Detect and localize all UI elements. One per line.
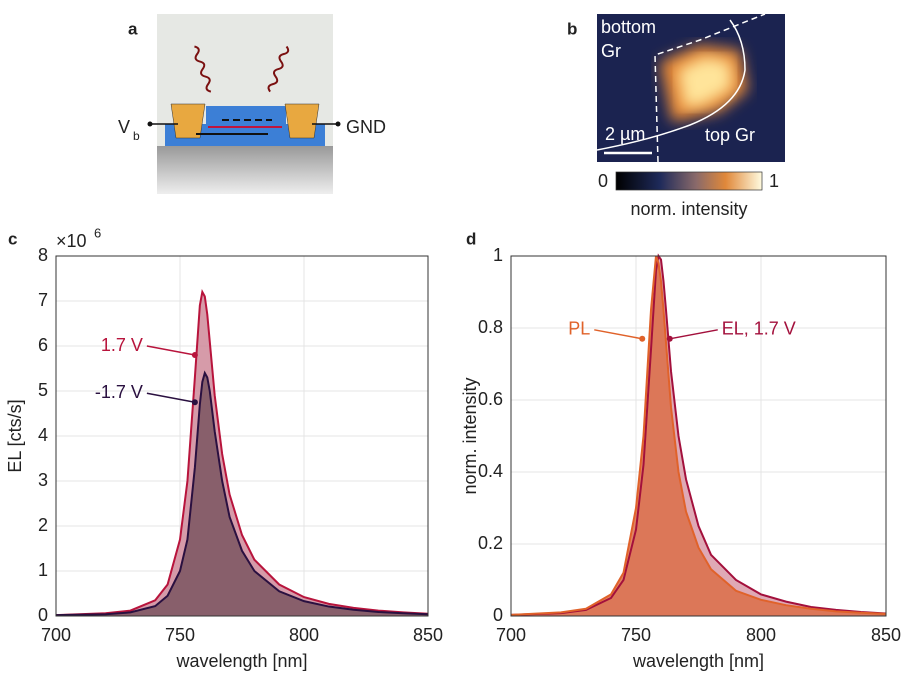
x-tick-label: 800	[746, 625, 776, 645]
y-axis-label: EL [cts/s]	[5, 399, 25, 472]
y-multiplier-exponent: 6	[94, 225, 101, 240]
axes-frame	[510, 255, 887, 617]
terminal-subscript: b	[133, 129, 140, 143]
y-multiplier: ×10	[56, 231, 87, 251]
series-line	[510, 255, 887, 616]
region-label: top Gr	[705, 125, 755, 145]
panel-label: d	[466, 229, 476, 248]
y-tick-label: 4	[38, 425, 48, 445]
y-tick-label: 0	[38, 605, 48, 625]
colorbar	[615, 171, 763, 191]
y-tick-label: 2	[38, 515, 48, 535]
y-tick-label: 3	[38, 470, 48, 490]
y-tick-label: 8	[38, 245, 48, 265]
annotation-marker	[191, 352, 198, 358]
y-tick-label: 7	[38, 290, 48, 310]
el-map	[597, 14, 785, 162]
y-tick-label: 1	[38, 560, 48, 580]
x-axis-label: wavelength [nm]	[175, 651, 307, 671]
x-tick-label: 800	[289, 625, 319, 645]
y-tick-label: 1	[493, 245, 503, 265]
x-axis-label: wavelength [nm]	[632, 651, 764, 671]
colorbar-title: norm. intensity	[630, 199, 747, 219]
annotation-line	[669, 329, 718, 340]
colorbar-label: 1	[769, 171, 779, 191]
region-label: Gr	[601, 41, 621, 61]
area-fill	[511, 256, 886, 616]
y-tick-label: 0	[493, 605, 503, 625]
y-tick-label: 6	[38, 335, 48, 355]
series-line	[55, 289, 429, 617]
panel-label: b	[567, 19, 577, 38]
annotation-line	[146, 392, 196, 403]
annotation-marker	[666, 335, 673, 342]
annotation-marker	[639, 335, 646, 342]
y-axis-label: norm. intensity	[460, 377, 480, 494]
annotation-line	[594, 329, 643, 340]
terminal-label: V	[118, 117, 130, 137]
annotation-label: PL	[568, 319, 590, 339]
x-tick-label: 750	[165, 625, 195, 645]
annotation-label: 1.7 V	[101, 335, 143, 355]
y-tick-label: 0.4	[478, 461, 503, 481]
x-tick-label: 700	[496, 625, 526, 645]
annotation-label: -1.7 V	[95, 382, 143, 402]
device-schematic	[147, 14, 341, 194]
x-tick-label: 750	[621, 625, 651, 645]
x-tick-label: 700	[41, 625, 71, 645]
x-tick-label: 850	[871, 625, 901, 645]
axes-frame	[55, 255, 429, 617]
annotation-label: EL, 1.7 V	[722, 319, 796, 339]
region-label: bottom	[601, 17, 656, 37]
terminal-label: GND	[346, 117, 386, 137]
annotation-line	[146, 345, 196, 356]
panel-label: a	[128, 19, 138, 38]
annotation-marker	[191, 399, 198, 406]
y-tick-label: 0.8	[478, 317, 503, 337]
colorbar-label: 0	[598, 171, 608, 191]
y-tick-label: 0.6	[478, 389, 503, 409]
y-tick-label: 0.2	[478, 533, 503, 553]
y-tick-label: 5	[38, 380, 48, 400]
area-fill	[56, 373, 428, 616]
series-line	[55, 370, 429, 617]
series-line	[510, 253, 887, 616]
scale-bar-label: 2 µm	[605, 124, 645, 144]
x-tick-label: 850	[413, 625, 443, 645]
panel-label: c	[8, 229, 17, 248]
